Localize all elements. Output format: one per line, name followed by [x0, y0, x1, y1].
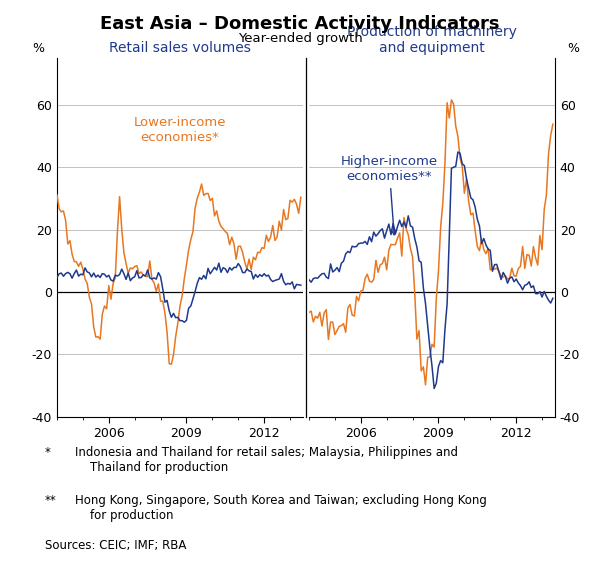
Text: Retail sales volumes: Retail sales volumes [109, 41, 251, 55]
Text: Sources: CEIC; IMF; RBA: Sources: CEIC; IMF; RBA [45, 539, 187, 552]
Text: Year-ended growth: Year-ended growth [238, 32, 362, 45]
Text: *: * [45, 446, 51, 459]
Text: Lower-income
economies*: Lower-income economies* [134, 116, 226, 144]
Text: Higher-income
economies**: Higher-income economies** [341, 155, 438, 235]
Text: %: % [568, 42, 580, 55]
Text: East Asia – Domestic Activity Indicators: East Asia – Domestic Activity Indicators [100, 15, 500, 33]
Text: **: ** [45, 494, 57, 507]
Text: Indonesia and Thailand for retail sales; Malaysia, Philippines and
    Thailand : Indonesia and Thailand for retail sales;… [75, 446, 458, 474]
Text: Hong Kong, Singapore, South Korea and Taiwan; excluding Hong Kong
    for produc: Hong Kong, Singapore, South Korea and Ta… [75, 494, 487, 522]
Text: %: % [32, 42, 44, 55]
Text: Production of machinery
and equipment: Production of machinery and equipment [347, 24, 517, 55]
